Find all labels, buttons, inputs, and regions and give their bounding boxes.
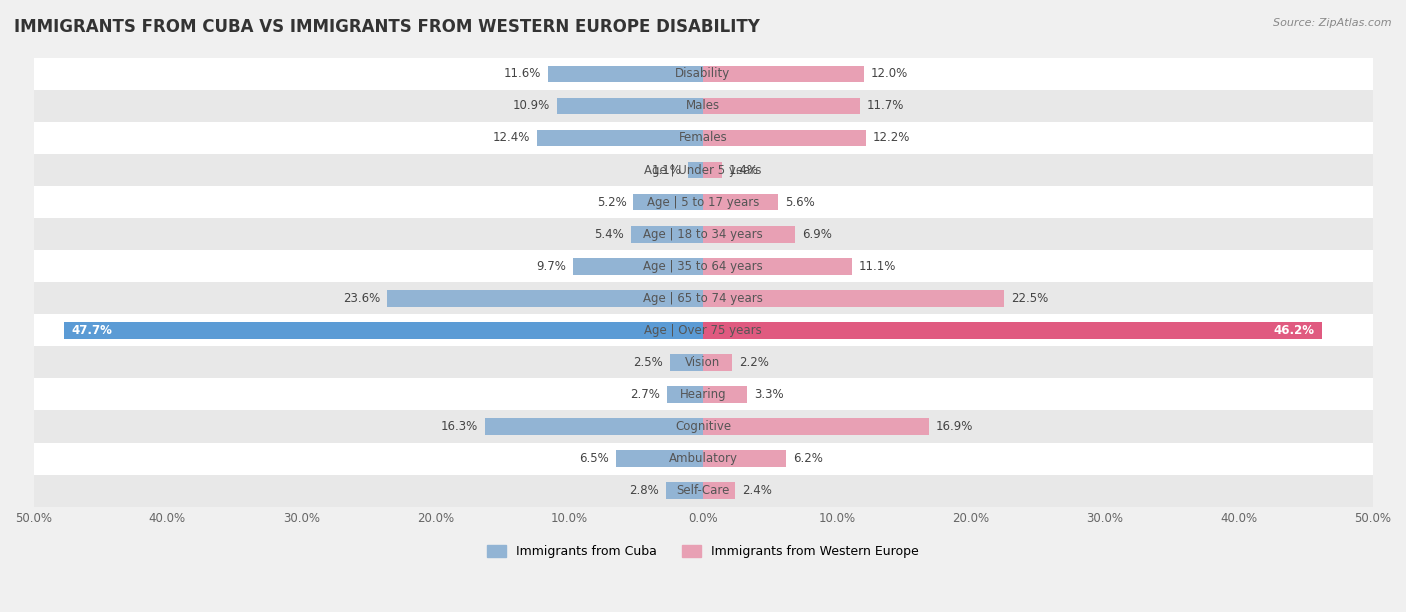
- Legend: Immigrants from Cuba, Immigrants from Western Europe: Immigrants from Cuba, Immigrants from We…: [482, 540, 924, 563]
- Bar: [34, 90, 1372, 122]
- Bar: [703, 130, 866, 146]
- Text: Males: Males: [686, 99, 720, 113]
- Bar: [703, 65, 863, 82]
- Bar: [548, 65, 703, 82]
- Text: 5.2%: 5.2%: [598, 196, 627, 209]
- Bar: [34, 154, 1372, 186]
- Bar: [689, 162, 703, 178]
- Bar: [34, 442, 1372, 475]
- Text: 2.2%: 2.2%: [740, 356, 769, 369]
- Text: Age | 35 to 64 years: Age | 35 to 64 years: [643, 259, 763, 273]
- Bar: [669, 354, 703, 371]
- Bar: [34, 186, 1372, 218]
- Text: Vision: Vision: [685, 356, 721, 369]
- Text: Self-Care: Self-Care: [676, 484, 730, 497]
- Bar: [703, 354, 733, 371]
- Text: 6.9%: 6.9%: [801, 228, 832, 241]
- Text: Age | 65 to 74 years: Age | 65 to 74 years: [643, 292, 763, 305]
- Text: IMMIGRANTS FROM CUBA VS IMMIGRANTS FROM WESTERN EUROPE DISABILITY: IMMIGRANTS FROM CUBA VS IMMIGRANTS FROM …: [14, 18, 759, 36]
- Text: 1.4%: 1.4%: [728, 163, 758, 176]
- Bar: [34, 475, 1372, 507]
- Bar: [703, 97, 859, 114]
- Text: 10.9%: 10.9%: [513, 99, 550, 113]
- Text: 12.4%: 12.4%: [494, 132, 530, 144]
- Bar: [34, 58, 1372, 90]
- Text: Females: Females: [679, 132, 727, 144]
- Bar: [485, 418, 703, 435]
- Bar: [665, 482, 703, 499]
- Bar: [703, 482, 735, 499]
- Text: 9.7%: 9.7%: [537, 259, 567, 273]
- Bar: [65, 322, 703, 338]
- Bar: [703, 418, 929, 435]
- Text: 11.6%: 11.6%: [503, 67, 541, 80]
- Bar: [666, 386, 703, 403]
- Text: 22.5%: 22.5%: [1011, 292, 1049, 305]
- Text: 47.7%: 47.7%: [70, 324, 112, 337]
- Text: 11.7%: 11.7%: [866, 99, 904, 113]
- Bar: [34, 218, 1372, 250]
- Text: 12.0%: 12.0%: [870, 67, 908, 80]
- Text: Age | 5 to 17 years: Age | 5 to 17 years: [647, 196, 759, 209]
- Text: 46.2%: 46.2%: [1274, 324, 1315, 337]
- Text: 16.9%: 16.9%: [936, 420, 973, 433]
- Bar: [34, 250, 1372, 282]
- Text: Age | Under 5 years: Age | Under 5 years: [644, 163, 762, 176]
- Text: 23.6%: 23.6%: [343, 292, 380, 305]
- Bar: [34, 378, 1372, 411]
- Text: 6.2%: 6.2%: [793, 452, 823, 465]
- Text: 6.5%: 6.5%: [579, 452, 609, 465]
- Bar: [703, 226, 796, 242]
- Text: 1.1%: 1.1%: [652, 163, 682, 176]
- Bar: [703, 290, 1004, 307]
- Text: 2.4%: 2.4%: [742, 484, 772, 497]
- Bar: [34, 346, 1372, 378]
- Bar: [703, 322, 1322, 338]
- Text: Hearing: Hearing: [679, 388, 727, 401]
- Bar: [34, 315, 1372, 346]
- Text: 2.8%: 2.8%: [628, 484, 659, 497]
- Text: 5.4%: 5.4%: [595, 228, 624, 241]
- Bar: [574, 258, 703, 275]
- Text: Cognitive: Cognitive: [675, 420, 731, 433]
- Text: 5.6%: 5.6%: [785, 196, 814, 209]
- Text: Ambulatory: Ambulatory: [668, 452, 738, 465]
- Text: 16.3%: 16.3%: [441, 420, 478, 433]
- Text: 11.1%: 11.1%: [858, 259, 896, 273]
- Bar: [703, 258, 852, 275]
- Bar: [34, 282, 1372, 315]
- Bar: [537, 130, 703, 146]
- Bar: [633, 194, 703, 211]
- Bar: [34, 122, 1372, 154]
- Bar: [387, 290, 703, 307]
- Text: Age | 18 to 34 years: Age | 18 to 34 years: [643, 228, 763, 241]
- Bar: [34, 411, 1372, 442]
- Bar: [703, 194, 778, 211]
- Text: 12.2%: 12.2%: [873, 132, 911, 144]
- Text: 2.5%: 2.5%: [633, 356, 662, 369]
- Text: Age | Over 75 years: Age | Over 75 years: [644, 324, 762, 337]
- Text: 2.7%: 2.7%: [630, 388, 661, 401]
- Bar: [631, 226, 703, 242]
- Bar: [703, 450, 786, 467]
- Text: Disability: Disability: [675, 67, 731, 80]
- Text: 3.3%: 3.3%: [754, 388, 783, 401]
- Bar: [703, 386, 747, 403]
- Text: Source: ZipAtlas.com: Source: ZipAtlas.com: [1274, 18, 1392, 28]
- Bar: [557, 97, 703, 114]
- Bar: [703, 162, 721, 178]
- Bar: [616, 450, 703, 467]
